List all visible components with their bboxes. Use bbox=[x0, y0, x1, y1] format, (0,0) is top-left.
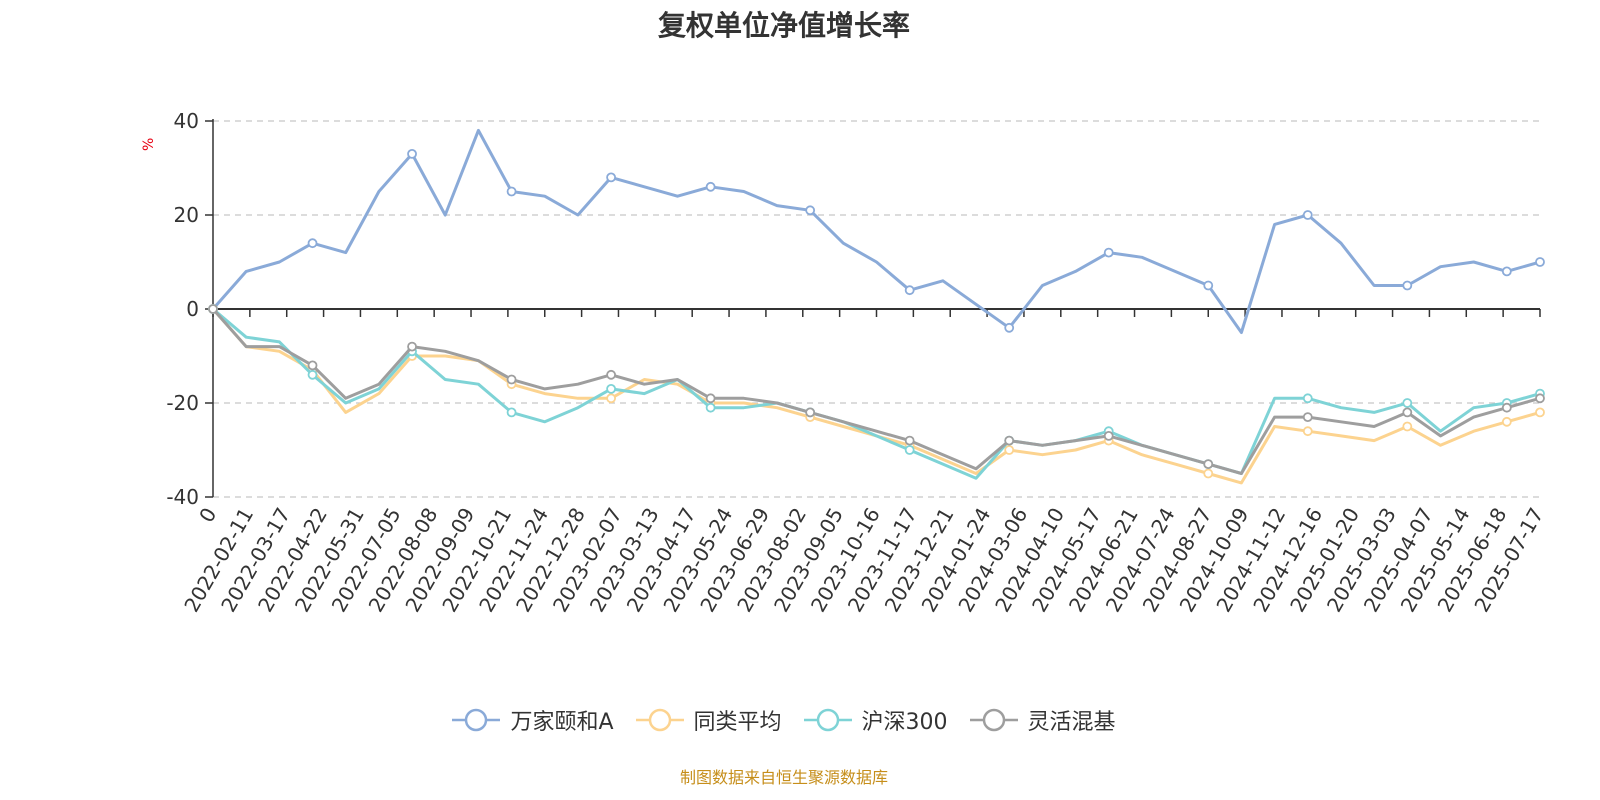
y-tick-label: -40 bbox=[166, 485, 199, 509]
x-tick-labels: 02022-02-112022-03-172022-04-222022-05-3… bbox=[179, 503, 1548, 616]
series-line bbox=[211, 308, 1541, 485]
data-point bbox=[805, 205, 816, 216]
data-point bbox=[1535, 393, 1545, 404]
x-tick-label: 0 bbox=[194, 504, 221, 527]
data-point bbox=[506, 407, 517, 418]
data-point bbox=[1302, 412, 1313, 423]
data-point bbox=[1203, 280, 1214, 291]
data-point bbox=[606, 172, 616, 183]
data-point bbox=[1302, 393, 1313, 404]
data-point bbox=[606, 383, 616, 394]
data-point bbox=[904, 285, 915, 296]
legend-item[interactable]: 灵活混基 bbox=[969, 704, 1116, 736]
legend-swatch-icon bbox=[969, 708, 1018, 732]
legend-label: 灵活混基 bbox=[1027, 710, 1116, 735]
data-point bbox=[1203, 459, 1214, 470]
legend-label: 万家颐和A bbox=[510, 710, 614, 735]
legend-item[interactable]: 沪深300 bbox=[803, 704, 948, 736]
gridlines bbox=[213, 120, 1540, 498]
series-line bbox=[211, 308, 1541, 475]
data-point bbox=[307, 238, 318, 249]
data-point bbox=[904, 435, 915, 446]
data-point bbox=[1402, 407, 1413, 418]
data-point bbox=[705, 402, 716, 413]
data-point bbox=[1402, 421, 1413, 432]
data-point bbox=[1535, 257, 1545, 267]
data-point bbox=[1004, 445, 1015, 455]
data-point bbox=[407, 341, 417, 352]
data-point bbox=[904, 445, 915, 455]
y-tick-label: 40 bbox=[174, 109, 199, 133]
data-point bbox=[1535, 407, 1545, 418]
legend-item[interactable]: 万家颐和A bbox=[452, 704, 614, 736]
data-point bbox=[1302, 210, 1313, 220]
data-point bbox=[1501, 416, 1512, 427]
data-point bbox=[805, 407, 816, 418]
data-point bbox=[705, 181, 716, 192]
data-point bbox=[1004, 322, 1015, 333]
data-point bbox=[1501, 402, 1512, 413]
chart-title: 复权单位净值增长率 bbox=[657, 9, 910, 42]
data-point bbox=[1402, 398, 1413, 408]
legend-label: 沪深300 bbox=[861, 710, 948, 735]
legend-item[interactable]: 同类平均 bbox=[635, 704, 782, 736]
data-point bbox=[1501, 266, 1512, 277]
legend-swatch-icon bbox=[635, 708, 684, 732]
data-point bbox=[1004, 435, 1015, 446]
data-point bbox=[307, 369, 318, 380]
data-point bbox=[1103, 247, 1114, 258]
y-tick-label: -20 bbox=[166, 391, 199, 415]
data-point bbox=[407, 148, 417, 159]
y-tick-label: 0 bbox=[186, 297, 199, 321]
legend: 万家颐和A 同类平均 沪深300 灵活混基 bbox=[0, 704, 1568, 736]
y-tick-labels: 40 20 0 -20 -40 bbox=[166, 109, 199, 509]
y-tick-label: 20 bbox=[174, 203, 199, 227]
legend-label: 同类平均 bbox=[693, 710, 782, 735]
data-point bbox=[606, 393, 616, 404]
data-point bbox=[506, 186, 517, 197]
data-point bbox=[705, 393, 716, 404]
axes bbox=[205, 119, 1541, 498]
line-chart: 40 20 0 -20 -40 02022-02-112022-03-172022-04… bbox=[166, 109, 1548, 616]
data-point bbox=[506, 374, 517, 385]
series-lines bbox=[208, 128, 1545, 485]
data-point bbox=[1203, 468, 1214, 479]
data-point bbox=[208, 304, 218, 314]
data-point bbox=[606, 369, 616, 380]
legend-swatch-icon bbox=[452, 708, 501, 732]
series-line bbox=[212, 307, 1541, 480]
source-footer: 制图数据来自恒生聚源数据库 bbox=[679, 768, 888, 787]
data-point bbox=[307, 360, 318, 371]
data-point bbox=[1302, 426, 1313, 437]
data-point bbox=[1402, 280, 1413, 291]
data-point bbox=[1103, 430, 1114, 441]
series-line bbox=[211, 128, 1541, 334]
legend-swatch-icon bbox=[803, 708, 852, 732]
